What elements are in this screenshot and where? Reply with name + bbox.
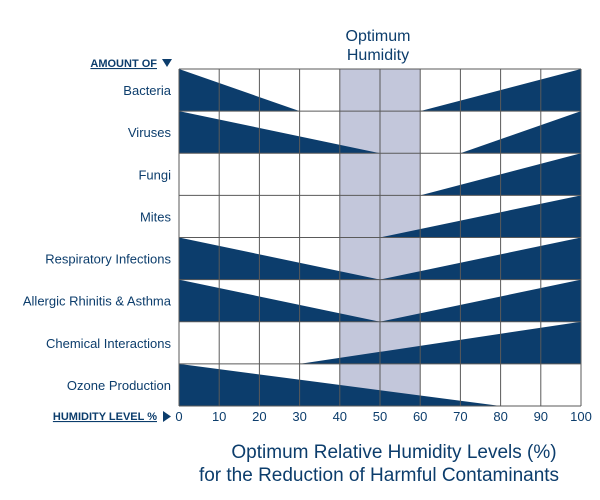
x-tick-label: 60 bbox=[413, 409, 427, 424]
wedge-viruses-right bbox=[460, 111, 581, 154]
optimum-band-label-line1: Optimum bbox=[346, 28, 411, 45]
wedge-mites-right bbox=[380, 195, 581, 238]
category-label: Ozone Production bbox=[67, 378, 171, 393]
x-axis-title: HUMIDITY LEVEL % bbox=[53, 411, 157, 423]
x-tick-label: 70 bbox=[453, 409, 467, 424]
y-axis-arrow-icon bbox=[162, 59, 172, 67]
chart-title-line1: Optimum Relative Humidity Levels (%) bbox=[231, 442, 556, 463]
wedge-respiratory-infections-right bbox=[380, 237, 581, 280]
x-tick-label: 90 bbox=[534, 409, 548, 424]
x-tick-label: 40 bbox=[333, 409, 347, 424]
wedge-chemical-interactions-right bbox=[299, 321, 581, 364]
x-tick-label: 0 bbox=[175, 409, 182, 424]
wedge-allergic-rhinitis-asthma-right bbox=[380, 279, 581, 322]
category-labels: Bacteria Viruses Fungi Mites Respiratory Inf… bbox=[23, 83, 172, 393]
category-label: Fungi bbox=[138, 167, 171, 182]
category-label: Chemical Interactions bbox=[46, 336, 171, 351]
y-axis-title: AMOUNT OF bbox=[90, 58, 157, 70]
x-tick-label: 30 bbox=[292, 409, 306, 424]
x-tick-label: 10 bbox=[212, 409, 226, 424]
category-label: Viruses bbox=[128, 125, 172, 140]
x-tick-label: 100 bbox=[570, 409, 592, 424]
category-label: Bacteria bbox=[123, 83, 171, 98]
category-label: Allergic Rhinitis & Asthma bbox=[23, 294, 172, 309]
x-tick-label: 50 bbox=[373, 409, 387, 424]
x-tick-label: 80 bbox=[493, 409, 507, 424]
x-axis-arrow-icon bbox=[163, 411, 171, 422]
x-tick-label: 20 bbox=[252, 409, 266, 424]
category-label: Respiratory Infections bbox=[45, 252, 171, 267]
wedge-viruses-left bbox=[179, 111, 380, 154]
chart-title-line2: for the Reduction of Harmful Contaminant… bbox=[199, 465, 559, 486]
grid bbox=[178, 68, 582, 407]
category-label: Mites bbox=[140, 209, 172, 224]
wedge-bacteria-left bbox=[179, 69, 300, 112]
wedge-allergic-rhinitis-asthma-left bbox=[179, 279, 380, 322]
x-tick-labels: 0 10 20 30 40 50 60 70 80 90 100 bbox=[175, 409, 591, 424]
optimum-band-label-line2: Humidity bbox=[347, 47, 409, 64]
wedge-respiratory-infections-left bbox=[179, 237, 380, 280]
